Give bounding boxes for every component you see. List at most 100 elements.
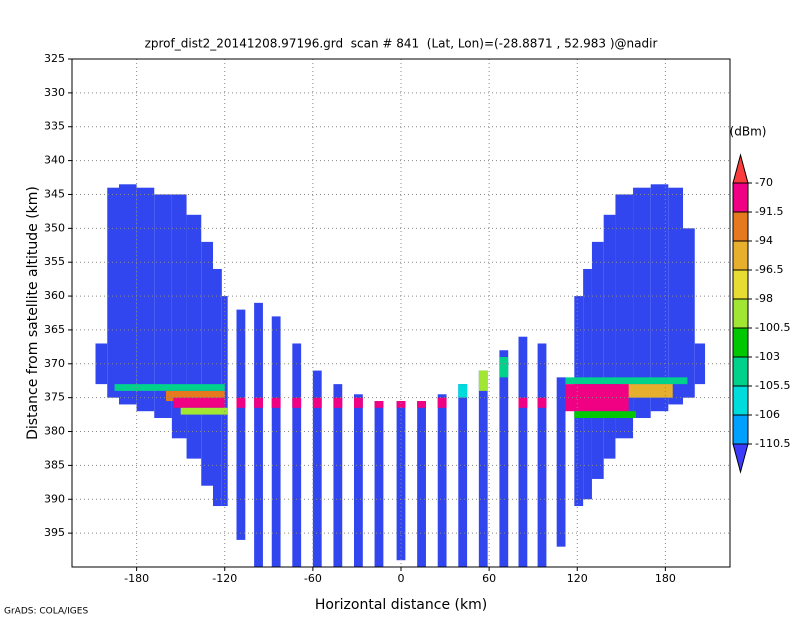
y-tick-label: 390 [44, 492, 65, 505]
beam [271, 316, 281, 567]
y-tick-label: 365 [44, 323, 65, 336]
x-tick-label: 60 [482, 572, 496, 585]
beam [615, 194, 634, 439]
echo-band [180, 407, 228, 415]
y-axis-label: Distance from satellite altitude (km) [25, 186, 41, 440]
y-tick-label: 360 [44, 289, 65, 302]
echo-band [292, 397, 302, 408]
beam [333, 384, 343, 567]
colorbar-label: -96.5 [755, 263, 783, 276]
beam [458, 384, 468, 567]
colorbar-label: -100.5 [755, 321, 790, 334]
y-tick-label: 325 [44, 52, 65, 65]
colorbar-segment [732, 327, 749, 358]
beam [478, 370, 488, 567]
colorbar-label: -94 [755, 234, 773, 247]
beam [107, 187, 119, 398]
colorbar-label: -91.5 [755, 205, 783, 218]
echo-band [499, 357, 509, 378]
colorbar-segment [732, 269, 749, 300]
echo-band [166, 390, 225, 402]
beam [556, 377, 566, 547]
chart-title: zprof_dist2_20141208.97196.grd scan # 84… [145, 37, 658, 51]
colorbar-unit: (dBm) [730, 125, 767, 139]
echo-band [396, 401, 406, 408]
beam [603, 214, 616, 459]
beam [518, 336, 528, 567]
beam [201, 241, 213, 486]
echo-band [621, 384, 673, 398]
colorbar-segment [732, 240, 749, 271]
beam [537, 343, 547, 567]
beam [254, 302, 263, 567]
y-tick-label: 345 [44, 187, 65, 200]
echo-band [565, 377, 688, 385]
beam [591, 241, 604, 479]
beam [312, 370, 322, 567]
colorbar-segment [732, 211, 749, 242]
x-tick-label: 180 [655, 572, 676, 585]
echo-band [312, 397, 322, 408]
beam [119, 184, 137, 405]
beam [650, 184, 669, 412]
y-tick-label: 370 [44, 357, 65, 370]
beam [374, 401, 384, 567]
y-tick-label: 335 [44, 120, 65, 133]
beam [668, 187, 683, 405]
echo-band [114, 384, 225, 391]
beam [236, 309, 246, 540]
colorbar-cap [732, 443, 749, 474]
x-tick-label: 120 [567, 572, 588, 585]
x-axis-label: Horizontal distance (km) [315, 597, 487, 613]
echo-band [537, 397, 547, 408]
colorbar-label: -70 [755, 176, 773, 189]
colorbar-label: -106 [755, 408, 780, 421]
echo-band [333, 397, 343, 408]
x-tick-label: -180 [124, 572, 149, 585]
beam [171, 194, 187, 439]
colorbar-segment [732, 414, 749, 445]
y-tick-label: 380 [44, 425, 65, 438]
y-tick-label: 375 [44, 391, 65, 404]
beam [437, 394, 447, 567]
beam [694, 343, 706, 385]
y-tick-label: 395 [44, 526, 65, 539]
beam [154, 194, 172, 418]
colorbar-label: -105.5 [755, 379, 790, 392]
colorbar-segment [732, 182, 749, 213]
echo-band [437, 397, 447, 408]
colorbar-segment [732, 298, 749, 329]
beam [136, 187, 155, 412]
echo-band [458, 384, 468, 398]
echo-band [565, 384, 629, 412]
colorbar-label: -98 [755, 292, 773, 305]
credit: GrADS: COLA/IGES [4, 607, 88, 617]
echo-band [518, 397, 528, 408]
colorbar-label: -110.5 [755, 437, 790, 450]
beam [417, 401, 426, 567]
echo-band [173, 397, 225, 408]
colorbar-segment [732, 385, 749, 416]
beam [396, 401, 406, 561]
beam [95, 343, 108, 385]
y-tick-label: 385 [44, 458, 65, 471]
x-tick-label: 0 [398, 572, 405, 585]
echo-band [254, 397, 263, 408]
x-tick-label: -60 [304, 572, 322, 585]
echo-band [574, 411, 636, 418]
y-tick-label: 330 [44, 86, 65, 99]
echo-band [271, 397, 281, 408]
echo-band [236, 397, 246, 408]
echo-band [478, 370, 488, 391]
y-tick-label: 355 [44, 255, 65, 268]
beam [292, 343, 302, 567]
colorbar-label: -103 [755, 350, 780, 363]
beam [683, 228, 695, 398]
echo-band [374, 401, 384, 408]
plot-frame [71, 58, 731, 568]
echo-band [417, 401, 426, 408]
echo-band [354, 397, 363, 408]
y-tick-label: 340 [44, 154, 65, 167]
